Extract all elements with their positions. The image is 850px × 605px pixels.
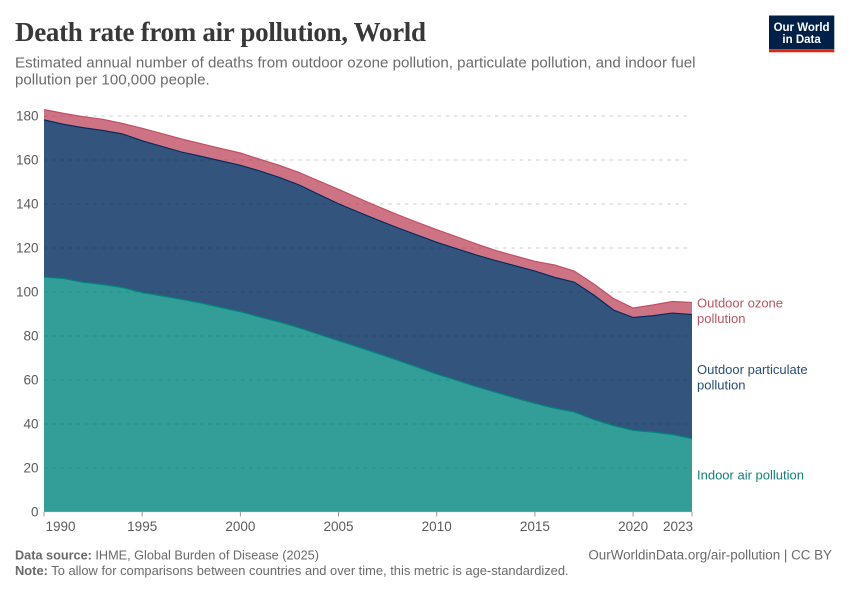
svg-text:pollution: pollution	[697, 378, 745, 393]
svg-text:pollution per 100,000 people.: pollution per 100,000 people.	[15, 71, 210, 88]
svg-text:Estimated annual number of dea: Estimated annual number of deaths from o…	[15, 54, 696, 71]
svg-text:Note: To allow for comparisons: Note: To allow for comparisons between c…	[15, 563, 569, 578]
svg-text:160: 160	[16, 153, 39, 168]
svg-text:2000: 2000	[225, 519, 255, 534]
svg-text:Indoor air pollution: Indoor air pollution	[697, 468, 804, 483]
svg-text:60: 60	[23, 373, 38, 388]
svg-text:2023: 2023	[663, 519, 693, 534]
svg-text:Our World: Our World	[774, 22, 830, 34]
svg-text:2010: 2010	[422, 519, 452, 534]
svg-text:140: 140	[16, 197, 39, 212]
svg-text:2005: 2005	[323, 519, 353, 534]
svg-text:120: 120	[16, 241, 39, 256]
svg-text:80: 80	[23, 329, 38, 344]
svg-text:Outdoor particulate: Outdoor particulate	[697, 362, 808, 377]
svg-text:2015: 2015	[520, 519, 550, 534]
svg-text:in Data: in Data	[782, 34, 821, 46]
svg-text:OurWorldinData.org/air-polluti: OurWorldinData.org/air-pollution | CC BY	[588, 548, 832, 563]
svg-text:40: 40	[23, 417, 38, 432]
svg-text:2020: 2020	[618, 519, 648, 534]
svg-text:20: 20	[23, 461, 38, 476]
svg-text:1990: 1990	[46, 519, 76, 534]
svg-text:0: 0	[31, 504, 39, 519]
svg-text:Outdoor ozone: Outdoor ozone	[697, 296, 783, 311]
svg-text:1995: 1995	[127, 519, 157, 534]
svg-text:Data source: IHME, Global Burd: Data source: IHME, Global Burden of Dise…	[15, 549, 319, 563]
svg-text:Death rate from air pollution,: Death rate from air pollution, World	[15, 17, 426, 47]
svg-text:100: 100	[16, 285, 39, 300]
svg-text:pollution: pollution	[697, 311, 745, 326]
svg-text:180: 180	[16, 109, 39, 124]
